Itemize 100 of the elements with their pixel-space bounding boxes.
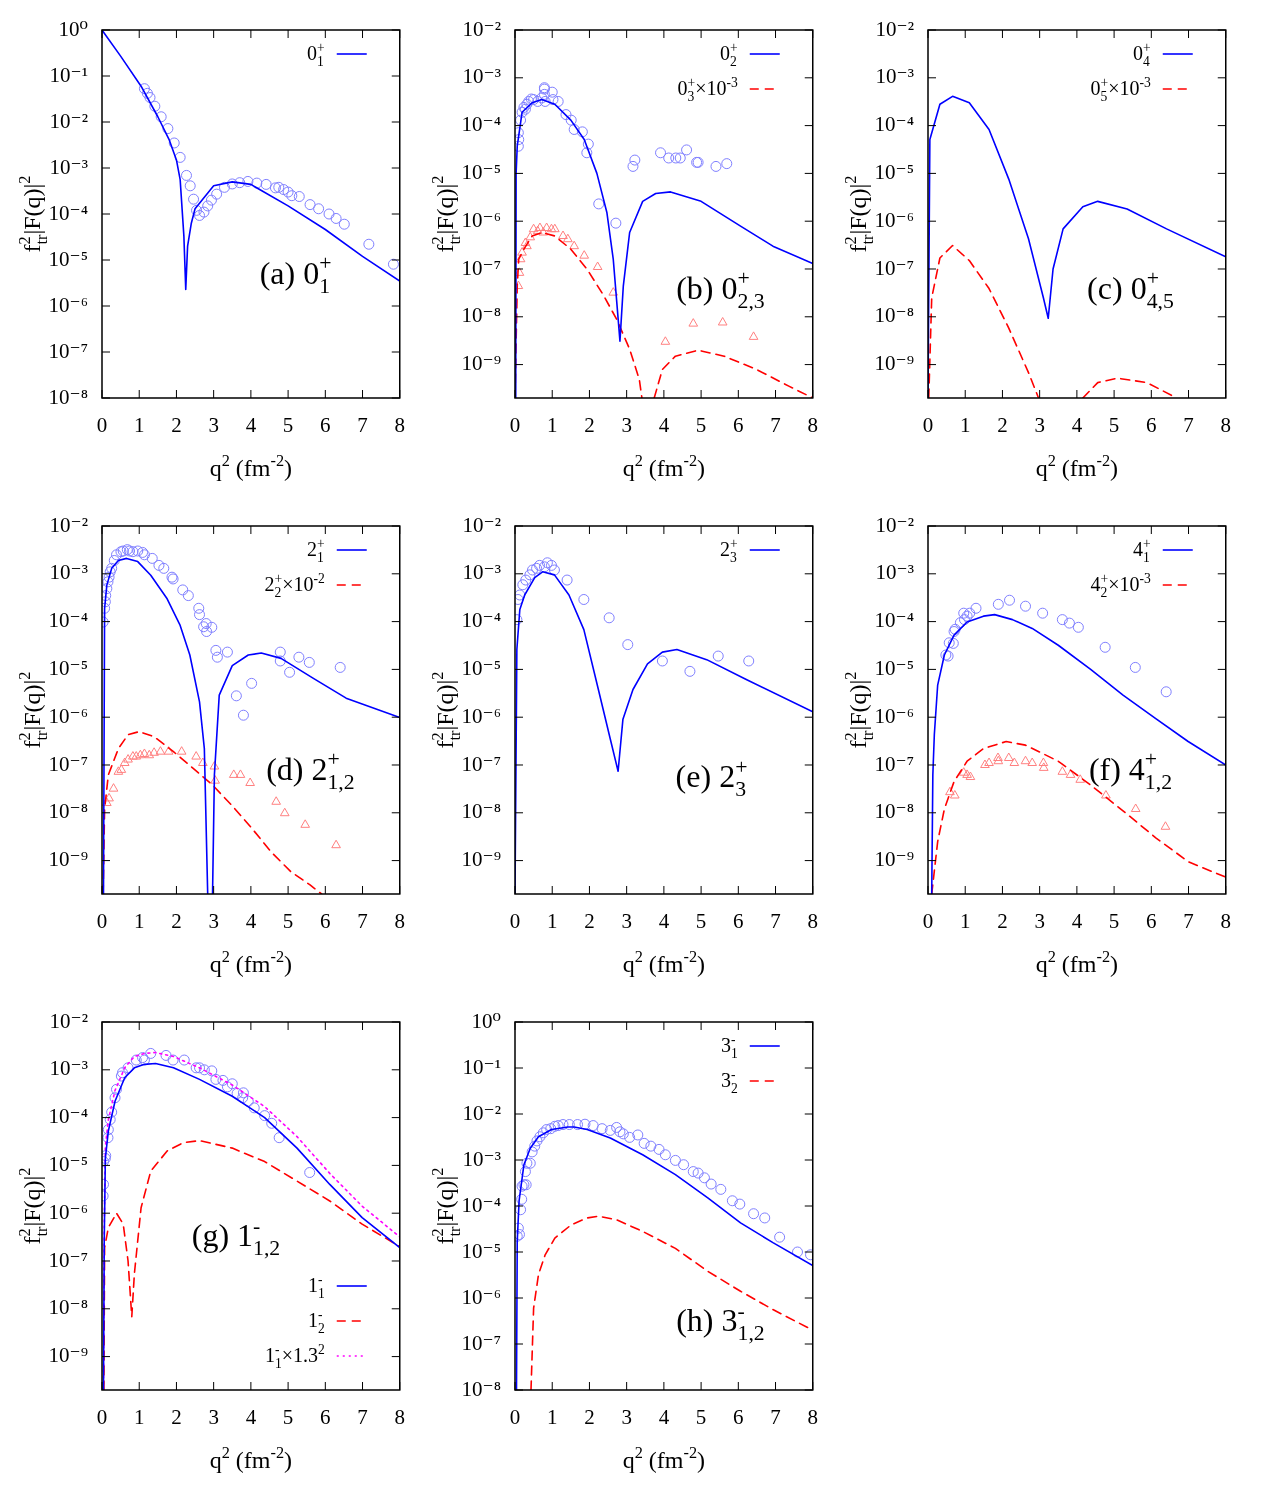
x-tick-label: 6: [320, 909, 331, 934]
point: [748, 1208, 760, 1220]
point: [653, 1143, 665, 1155]
point: [210, 644, 222, 656]
point: [949, 790, 960, 799]
y-tick-label: 10⁻³: [462, 64, 501, 89]
x-tick-label: 8: [394, 1405, 405, 1430]
x-tick-label: 1: [546, 1405, 558, 1430]
point: [286, 190, 298, 202]
y-tick-label: 10⁻⁸: [874, 303, 914, 328]
point: [531, 1135, 543, 1147]
point: [209, 761, 220, 770]
point: [561, 574, 573, 586]
y-axis-title: ftr2|F(q)|2: [840, 175, 877, 253]
point: [1037, 607, 1049, 619]
point: [568, 123, 580, 135]
point: [712, 650, 724, 662]
x-tick-label: 2: [997, 909, 1008, 934]
x-tick-label: 1: [959, 413, 971, 438]
x-tick-label: 7: [770, 909, 781, 934]
x-tick-label: 6: [733, 1405, 744, 1430]
x-tick-label: 4: [658, 413, 670, 438]
x-tick-label: 7: [770, 413, 781, 438]
point: [526, 1146, 538, 1158]
point: [717, 316, 728, 326]
x-tick-label: 6: [1146, 909, 1157, 934]
x-tick-label: 3: [208, 1405, 219, 1430]
point: [520, 574, 532, 586]
point: [655, 147, 667, 159]
point: [139, 748, 150, 757]
x-tick-label: 5: [695, 413, 707, 438]
point: [363, 238, 375, 250]
y-tick-label: 10⁻⁸: [874, 799, 914, 824]
point: [557, 1119, 569, 1131]
point: [149, 747, 159, 756]
point: [338, 218, 350, 230]
x-tick-label: 1: [133, 1405, 145, 1430]
point: [611, 1121, 623, 1133]
x-tick-label: 3: [621, 909, 632, 934]
y-tick-label: 10⁻³: [875, 560, 914, 585]
y-tick-label: 10⁻⁵: [461, 159, 501, 184]
x-tick-label: 6: [733, 413, 744, 438]
point: [1004, 594, 1016, 606]
x-tick-label: 6: [733, 909, 744, 934]
point: [245, 777, 255, 786]
point: [102, 583, 113, 595]
point: [160, 1049, 172, 1061]
x-tick-label: 8: [807, 413, 818, 438]
point: [698, 1172, 710, 1184]
point: [545, 559, 557, 571]
point: [323, 208, 335, 220]
point: [106, 1106, 118, 1118]
point: [260, 178, 272, 190]
point: [141, 87, 153, 99]
point: [1101, 790, 1111, 799]
x-tick-label: 2: [584, 1405, 595, 1430]
x-tick-label: 7: [357, 1405, 368, 1430]
point: [726, 1195, 738, 1207]
point: [104, 566, 116, 578]
point: [663, 152, 675, 164]
point: [113, 766, 124, 775]
x-tick-label: 8: [1220, 413, 1231, 438]
point: [313, 203, 325, 215]
point: [515, 1204, 527, 1216]
y-axis-title: ftr2|F(q)|2: [14, 1167, 51, 1245]
point: [519, 1166, 531, 1178]
point: [674, 152, 686, 164]
point: [167, 1054, 179, 1066]
point: [293, 651, 305, 663]
point: [687, 1166, 699, 1178]
point: [759, 1212, 771, 1224]
y-tick-label: 10⁻²: [49, 108, 88, 133]
point: [206, 1065, 218, 1077]
y-tick-label: 10⁻⁴: [874, 608, 914, 633]
x-tick-label: 7: [770, 1405, 781, 1430]
point: [146, 552, 158, 564]
x-tick-label: 1: [546, 909, 558, 934]
point: [271, 796, 282, 805]
point: [266, 1117, 278, 1129]
point: [526, 564, 538, 576]
point: [684, 665, 696, 677]
y-tick-label: 10⁻⁶: [874, 703, 914, 728]
point: [572, 1119, 584, 1131]
point: [221, 646, 233, 658]
y-tick-label: 10⁻⁹: [874, 847, 914, 872]
point: [144, 92, 156, 104]
point: [532, 95, 544, 107]
y-tick-label: 10⁻⁵: [48, 655, 88, 680]
point: [774, 1231, 786, 1243]
point: [131, 751, 142, 760]
point: [525, 231, 536, 241]
point: [205, 194, 217, 206]
point: [194, 209, 206, 221]
x-tick-label: 2: [584, 909, 595, 934]
x-tick-label: 7: [357, 413, 368, 438]
y-tick-label: 10⁻⁵: [461, 655, 501, 680]
x-tick-label: 5: [695, 909, 707, 934]
y-axis-title: ftr2|F(q)|2: [427, 175, 464, 253]
point: [135, 749, 146, 759]
point: [174, 151, 186, 163]
